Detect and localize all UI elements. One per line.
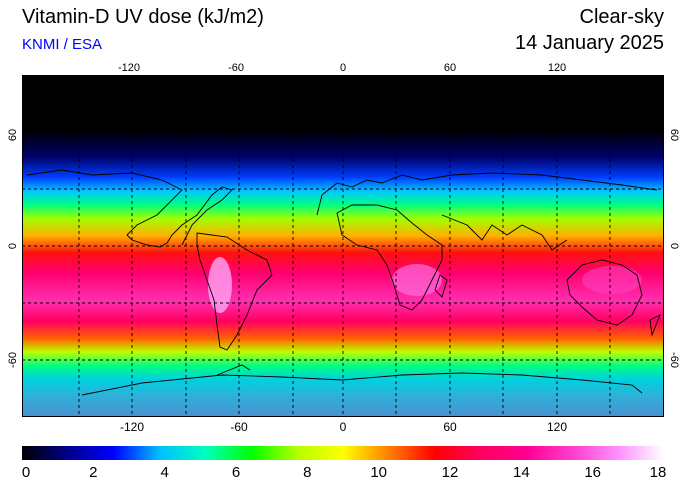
lon-tick-label: 120 <box>546 420 568 434</box>
lon-tick-label: 60 <box>443 420 457 434</box>
map-frame <box>22 75 664 417</box>
graticule <box>22 75 664 417</box>
colorbar-tick-label: 10 <box>370 464 387 481</box>
lat-tick-label: -60 <box>668 352 680 368</box>
lon-tick-label: -120 <box>117 62 141 74</box>
lon-tick-label: -60 <box>228 62 244 74</box>
lon-tick-label: 60 <box>443 62 457 74</box>
sky-mode-label: Clear-sky <box>579 6 664 28</box>
lat-tick-label: 0 <box>7 242 19 250</box>
coastlines <box>26 169 661 396</box>
lon-tick-label: -120 <box>119 420 145 434</box>
coastline-eurasia <box>316 172 658 216</box>
colorbar-tick-label: 12 <box>441 464 459 481</box>
hotspot-australia <box>582 266 642 294</box>
colorbar-tick-label: 14 <box>512 464 530 481</box>
colorbar-tick-label: 6 <box>231 464 241 481</box>
colorbar-tick-label: 2 <box>89 464 98 481</box>
uv-dose-map <box>22 75 664 417</box>
colorbar <box>22 446 664 460</box>
lat-tick-label: -60 <box>7 352 19 368</box>
colorbar-tick-label: 4 <box>160 464 169 481</box>
lon-tick-label: -60 <box>230 420 248 434</box>
coastline-antarctica <box>81 372 643 396</box>
coastline-antarctic-peninsula <box>216 364 251 376</box>
hotspot-south-america <box>208 257 232 313</box>
colorbar-tick-label: 0 <box>21 464 31 481</box>
coastline-africa <box>336 204 443 311</box>
uv-dose-map-svg <box>22 75 664 417</box>
coastline-north-america <box>26 169 233 248</box>
colorbar-labels: 0 2 4 6 8 10 12 14 16 18 <box>21 464 667 484</box>
lat-tick-label: 0 <box>668 242 680 250</box>
coastline-australia <box>566 259 643 326</box>
coastline-madagascar <box>434 274 448 298</box>
lon-tick-label: 0 <box>339 62 347 74</box>
source-label: KNMI / ESA <box>22 36 103 53</box>
coastline-new-zealand <box>649 314 661 337</box>
hotspot-southern-africa <box>392 264 442 296</box>
coastline-south-asia <box>441 214 568 251</box>
map-title: Vitamin-D UV dose (kJ/m2) <box>22 6 264 28</box>
colorbar-tick-label: 18 <box>649 464 667 481</box>
lat-tick-label: 60 <box>668 128 680 142</box>
colorbar-tick-label: 8 <box>303 464 312 481</box>
lat-tick-label: 60 <box>7 128 19 142</box>
lon-tick-label: 120 <box>547 62 567 74</box>
lon-tick-label: 0 <box>339 420 347 434</box>
colorbar-tick-label: 16 <box>584 464 601 481</box>
coastline-south-america <box>196 232 273 351</box>
date-label: 14 January 2025 <box>514 32 664 54</box>
